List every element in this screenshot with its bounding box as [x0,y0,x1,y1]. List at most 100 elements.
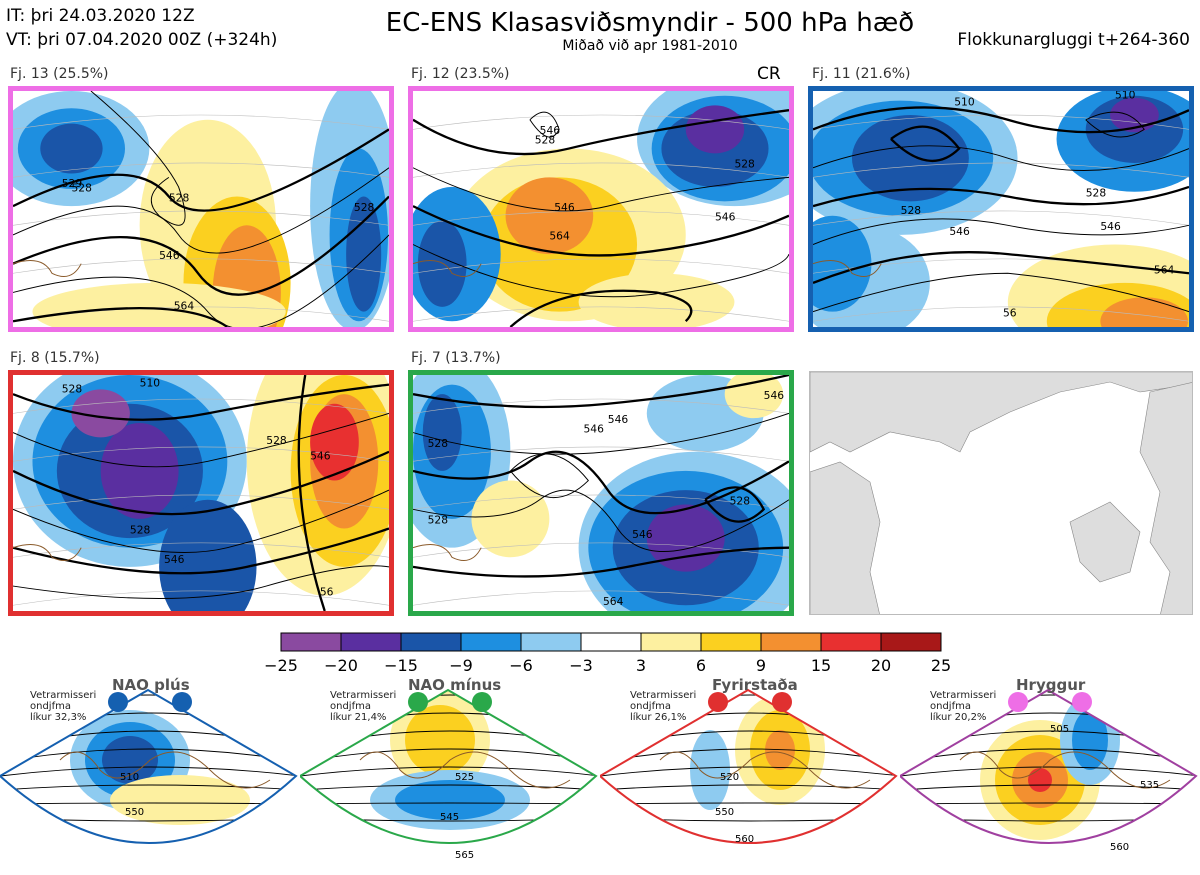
height-contour [413,167,789,212]
anomaly-shading [32,282,286,327]
contour-label: 565 [455,850,474,861]
anomaly-shading [765,730,795,770]
anomaly-shading [405,705,475,775]
regime-dot [772,692,792,712]
contour-label: 546 [583,423,604,436]
height-contour [13,383,389,421]
colorbar-swatch [880,632,942,652]
anomaly-shading [159,499,257,611]
height-contour [413,375,789,409]
contour-label: 545 [440,812,459,823]
colorbar-tick: −15 [384,656,418,675]
height-contour [413,205,789,257]
colorbar-svg [280,632,942,652]
regime-dot [708,692,728,712]
regime-note: Vetrarmisseri ondjfma líkur 32,3% [30,690,97,723]
colorbar-tick: −25 [264,656,298,675]
height-contour [1085,111,1145,138]
contour-label: 528 [169,191,190,204]
contour-label: 528 [354,201,375,214]
height-contour [890,125,961,162]
panel-map-svg: 510 510 528 528 546 546 564 56 [813,91,1189,327]
graticule-line [413,114,789,130]
height-contour [813,218,1189,245]
contour-label: 546 [715,211,736,224]
coastline [13,260,82,277]
regime-dot [472,692,492,712]
height-contour [413,489,789,552]
land-east [1139,382,1192,614]
regime-ridge: 505 535 560 Hryggur Vetrarmisseri ondjfma líku… [898,676,1200,871]
regime-note: Vetrarmisseri ondjfma líkur 20,2% [930,690,997,723]
height-contour [13,195,389,296]
contour-label: 528 [130,523,151,536]
height-contour [413,412,789,455]
height-contour [13,307,228,327]
panel-label-3: Fj. 11 (21.6%) [812,66,911,82]
coastline [813,260,882,277]
height-contour [704,486,766,523]
graticule-line [813,162,1189,178]
regime-dot [172,692,192,712]
height-contour [13,527,389,575]
contour-label: 546 [1100,220,1121,233]
regime-dot [108,692,128,712]
panel-map-svg: 528 510 528 546 546 528 56 [13,375,389,611]
graticule-line [13,114,389,130]
regime-blocking: 520 550 560 Fyrirstaða Vetrarmisseri ondjfma l… [598,676,900,871]
contour-label: 560 [735,834,754,845]
colorbar-swatch [700,632,762,652]
contour-label: 564 [603,595,624,608]
coastline [659,751,871,789]
regime-title: NAO mínus [408,676,502,694]
colorbar [280,632,944,658]
contour-label: 528 [734,158,755,171]
height-contour [813,251,1189,284]
colorbar-swatch [760,632,822,652]
height-contour [813,145,1189,171]
page-title: EC-ENS Klasasviðsmyndir - 500 hPa hæð [385,8,915,38]
contour-label: 510 [954,95,975,108]
graticule-line [413,494,789,510]
graticule-line [13,446,389,462]
contour-label: 528 [428,514,449,527]
land-north [810,372,1192,453]
colorbar-swatch [580,632,642,652]
height-contour [0,784,296,791]
colorbar-tick: 3 [635,656,647,675]
contour-label: 528 [730,495,751,508]
coastline [13,544,82,561]
cluster-map-7: 528 546 528 546 564 528 546 546 [408,370,794,616]
colorbar-tick: 25 [930,656,952,675]
height-contour [900,784,1196,791]
anomaly-shading [690,730,730,810]
regime-dot [1008,692,1028,712]
height-contour [413,450,789,515]
anomaly-shading [1072,710,1108,770]
anomaly-shading [813,215,872,312]
anomaly-shading [310,403,359,481]
sector-frame [298,688,598,844]
cluster-map-12: 546 528 528 546 564 546 [408,86,794,332]
graticule-line [413,398,789,414]
contour-label: 505 [1050,724,1069,735]
graticule-line [13,494,389,510]
contour-label: 546 [554,201,575,214]
graticule-line [13,162,389,178]
empty-map-panel [809,371,1193,615]
graticule-line [13,398,389,414]
height-contour [13,565,389,600]
regime-nao-plus: 510 550 NAO plús Vetrarmisseri ondjfma líkur … [0,676,300,871]
cluster-map-13: 528 529 528 546 564 528 [8,86,394,332]
anomaly-shading [71,389,130,438]
graticule-line [413,590,789,606]
colorbar-tick: 6 [695,656,707,675]
empty-map-svg [810,372,1192,614]
sector-frame [0,688,298,844]
anomaly-shading [505,177,594,255]
graticule-line [813,210,1189,226]
graticule-line [413,162,789,178]
panel-label-4: Fj. 8 (15.7%) [10,350,100,366]
